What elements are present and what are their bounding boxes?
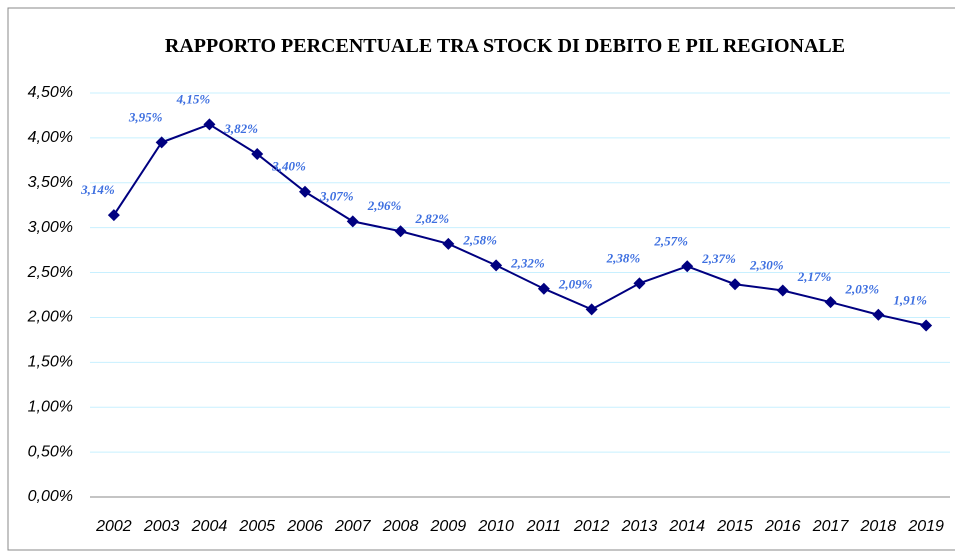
data-label: 2,37% bbox=[701, 251, 736, 266]
data-point bbox=[490, 259, 503, 272]
x-tick-label: 2002 bbox=[95, 518, 132, 535]
data-label: 2,03% bbox=[845, 282, 880, 297]
data-label: 3,40% bbox=[271, 159, 306, 174]
data-point bbox=[203, 118, 216, 131]
data-point bbox=[394, 225, 407, 238]
x-tick-label: 2008 bbox=[382, 518, 419, 535]
y-tick-label: 1,50% bbox=[28, 354, 73, 371]
x-tick-label: 2003 bbox=[143, 518, 180, 535]
y-tick-label: 3,50% bbox=[28, 174, 73, 191]
x-tick-label: 2010 bbox=[477, 518, 514, 535]
chart-title: RAPPORTO PERCENTUALE TRA STOCK DI DEBITO… bbox=[164, 35, 846, 57]
data-label: 1,91% bbox=[893, 293, 927, 308]
x-tick-label: 2019 bbox=[907, 518, 944, 535]
y-tick-label: 2,50% bbox=[27, 264, 73, 281]
data-point bbox=[920, 319, 933, 332]
x-tick-label: 2016 bbox=[764, 518, 801, 535]
y-tick-label: 1,00% bbox=[28, 398, 73, 415]
data-label: 2,82% bbox=[415, 211, 450, 226]
data-point bbox=[824, 296, 837, 309]
x-tick-label: 2014 bbox=[668, 518, 705, 535]
data-label: 3,82% bbox=[223, 121, 258, 136]
data-point bbox=[729, 278, 741, 291]
data-point bbox=[251, 148, 264, 161]
data-point bbox=[681, 260, 694, 273]
data-label: 2,17% bbox=[797, 269, 832, 284]
data-point bbox=[442, 237, 455, 250]
data-point bbox=[872, 308, 885, 321]
y-tick-label: 4,00% bbox=[28, 129, 73, 146]
x-tick-label: 2009 bbox=[430, 518, 467, 535]
data-label: 2,57% bbox=[653, 233, 688, 248]
data-label: 3,07% bbox=[319, 188, 354, 203]
y-tick-label: 0,50% bbox=[28, 443, 73, 460]
x-tick-label: 2011 bbox=[526, 518, 561, 535]
x-tick-label: 2017 bbox=[812, 518, 850, 535]
x-tick-label: 2007 bbox=[334, 518, 372, 535]
x-tick-label: 2018 bbox=[860, 518, 897, 535]
data-label: 2,09% bbox=[558, 276, 593, 291]
data-label: 3,14% bbox=[80, 182, 115, 197]
x-tick-label: 2004 bbox=[191, 518, 228, 535]
y-tick-label: 0,00% bbox=[28, 488, 73, 505]
data-point bbox=[299, 185, 311, 198]
y-tick-label: 4,50% bbox=[28, 84, 73, 101]
chart-border bbox=[7, 7, 955, 551]
data-label: 2,58% bbox=[462, 232, 497, 247]
data-label: 2,96% bbox=[367, 198, 402, 213]
data-point bbox=[776, 284, 789, 297]
data-point bbox=[346, 215, 359, 228]
data-line bbox=[113, 123, 927, 327]
data-label: 2,32% bbox=[510, 256, 545, 271]
x-tick-label: 2015 bbox=[716, 518, 753, 535]
data-label: 2,38% bbox=[606, 250, 641, 265]
data-point bbox=[107, 209, 120, 222]
x-tick-label: 2012 bbox=[573, 518, 610, 535]
data-point bbox=[155, 136, 168, 149]
y-tick-label: 3,00% bbox=[28, 219, 73, 236]
y-tick-label: 2,00% bbox=[27, 309, 73, 326]
data-point bbox=[537, 282, 550, 295]
x-tick-label: 2005 bbox=[238, 518, 275, 535]
data-label: 4,15% bbox=[176, 91, 211, 106]
data-point bbox=[633, 277, 646, 290]
data-label: 3,95% bbox=[128, 109, 163, 124]
x-tick-label: 2006 bbox=[286, 518, 323, 535]
x-tick-label: 2013 bbox=[621, 518, 658, 535]
data-point bbox=[585, 303, 598, 316]
data-label: 2,30% bbox=[749, 257, 784, 272]
